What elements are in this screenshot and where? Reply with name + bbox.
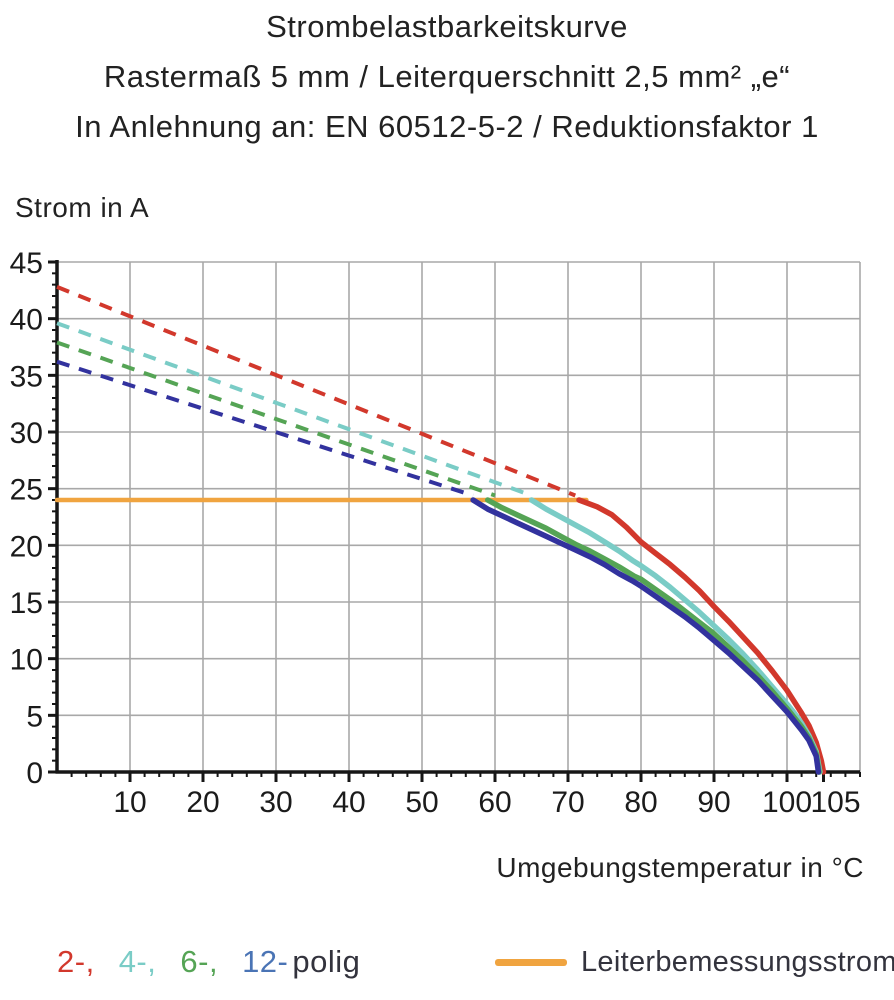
legend: 2-, 4-, 6-, 12- polig Leiterbemessungsstrom <box>0 936 894 988</box>
series-6-polig-dashed-line <box>56 340 496 498</box>
y-tick-label-30: 30 <box>10 417 43 450</box>
y-tick-label-15: 15 <box>10 587 43 620</box>
y-tick-label-35: 35 <box>10 360 43 393</box>
axes <box>55 260 860 774</box>
y-tick-label-40: 40 <box>10 304 43 337</box>
x-tick-label-30: 30 <box>259 786 292 819</box>
y-tick-labels: 0 5 10 15 20 25 30 35 40 45 <box>10 247 43 790</box>
chart-title-line1: Strombelastbarkeitskurve <box>266 9 628 44</box>
x-tick-label-60: 60 <box>478 786 511 819</box>
series-4-polig <box>56 321 823 775</box>
x-tick-label-70: 70 <box>551 786 584 819</box>
legend-item-2-polig: 2-, <box>57 944 95 979</box>
rated-current-label: Leiterbemessungsstrom <box>581 945 894 978</box>
legend-rated-group: Leiterbemessungsstrom <box>495 936 894 988</box>
chart-title-block: Strombelastbarkeitskurve Rastermaß 5 mm … <box>0 2 894 152</box>
y-tick-label-45: 45 <box>10 247 43 280</box>
y-tick-label-20: 20 <box>10 530 43 563</box>
x-tick-label-40: 40 <box>332 786 365 819</box>
grid <box>57 261 861 772</box>
series-12-polig-dashed-line <box>56 359 474 498</box>
series-2-polig <box>56 285 827 775</box>
legend-item-12-polig: 12- <box>242 944 289 979</box>
series-2-polig-dashed-line <box>56 285 577 498</box>
series-12-polig-solid-curve <box>470 497 822 775</box>
series-6-polig <box>56 340 822 775</box>
y-tick-label-0: 0 <box>26 757 43 790</box>
y-tick-label-10: 10 <box>10 644 43 677</box>
x-tick-label-20: 20 <box>186 786 219 819</box>
legend-poles-suffix: polig <box>292 944 361 979</box>
x-axis-title: Umgebungstemperatur in °C <box>496 852 864 883</box>
series-12-polig <box>56 359 822 775</box>
y-tick-label-5: 5 <box>26 700 43 733</box>
x-tick-label-80: 80 <box>624 786 657 819</box>
chart-title-line2: Rastermaß 5 mm / Leiterquerschnitt 2,5 m… <box>103 59 791 94</box>
axis-ticks <box>48 260 861 782</box>
legend-item-6-polig: 6-, <box>180 944 219 979</box>
legend-poles-group: 2-, 4-, 6-, 12- polig <box>57 936 360 988</box>
rated-current-line-swatch <box>495 958 567 966</box>
x-tick-label-100: 100 <box>762 786 812 819</box>
y-axis-title: Strom in A <box>15 192 150 223</box>
x-tick-label-10: 10 <box>113 786 146 819</box>
series-2-polig-solid-curve <box>576 497 827 775</box>
chart-title-line3: In Anlehnung an: EN 60512-5-2 / Reduktio… <box>75 109 819 144</box>
x-tick-label-50: 50 <box>405 786 438 819</box>
x-tick-label-90: 90 <box>697 786 730 819</box>
series-6-polig-solid-curve <box>484 497 822 775</box>
y-tick-label-25: 25 <box>10 474 43 507</box>
x-tick-label-105: 105 <box>810 786 860 819</box>
series-4-polig-dashed-line <box>56 321 533 498</box>
legend-item-4-polig: 4-, <box>118 944 157 979</box>
